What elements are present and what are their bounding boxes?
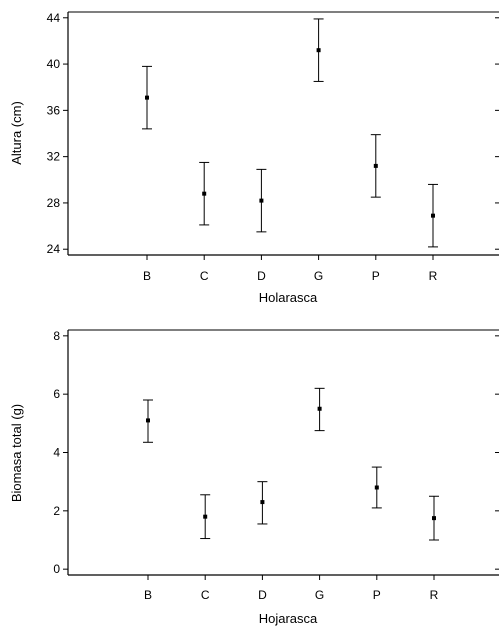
y-tick-label: 28 — [47, 196, 61, 210]
x-tick-label: B — [144, 588, 152, 602]
mean-point — [317, 406, 322, 411]
x-tick-label: B — [143, 269, 151, 283]
y-tick-label: 4 — [53, 446, 60, 460]
mean-point — [374, 485, 379, 490]
y-axis-title: Altura (cm) — [9, 101, 24, 165]
y-tick-label: 24 — [47, 242, 61, 256]
y-tick-label: 40 — [47, 57, 61, 71]
mean-point — [260, 500, 265, 505]
x-tick-label: G — [315, 588, 324, 602]
mean-point — [373, 163, 378, 168]
x-tick-label: C — [200, 269, 209, 283]
x-tick-label: C — [201, 588, 210, 602]
mean-point — [432, 516, 436, 521]
y-tick-label: 0 — [53, 562, 60, 576]
biomasa-chart: Biomasa total (g) Hojarasca 0 2 4 6 8 B C D G P R — [9, 329, 499, 626]
mean-point — [431, 213, 435, 218]
x-tick-label: D — [258, 588, 267, 602]
y-tick-label: 2 — [53, 504, 60, 518]
altura-chart: Altura (cm) Holarasca 24 28 32 36 40 44 B C D G P R — [9, 11, 499, 305]
mean-point — [316, 48, 321, 53]
x-axis-title: Hojarasca — [259, 611, 318, 626]
x-tick-label: P — [372, 269, 380, 283]
x-tick-label: G — [314, 269, 323, 283]
y-tick-label: 32 — [47, 150, 61, 164]
x-axis-title: Holarasca — [259, 290, 318, 305]
mean-point — [146, 418, 150, 423]
y-tick-label: 36 — [47, 103, 61, 117]
x-tick-label: D — [257, 269, 266, 283]
mean-point — [259, 198, 264, 203]
x-tick-label: P — [373, 588, 381, 602]
y-axis-title: Biomasa total (g) — [9, 404, 24, 502]
x-tick-label: R — [429, 269, 438, 283]
mean-point — [145, 95, 149, 100]
y-tick-label: 44 — [47, 11, 61, 25]
mean-point — [202, 191, 207, 196]
y-tick-label: 6 — [53, 387, 60, 401]
mean-point — [203, 514, 208, 519]
y-tick-label: 8 — [53, 329, 60, 343]
x-tick-label: R — [430, 588, 439, 602]
